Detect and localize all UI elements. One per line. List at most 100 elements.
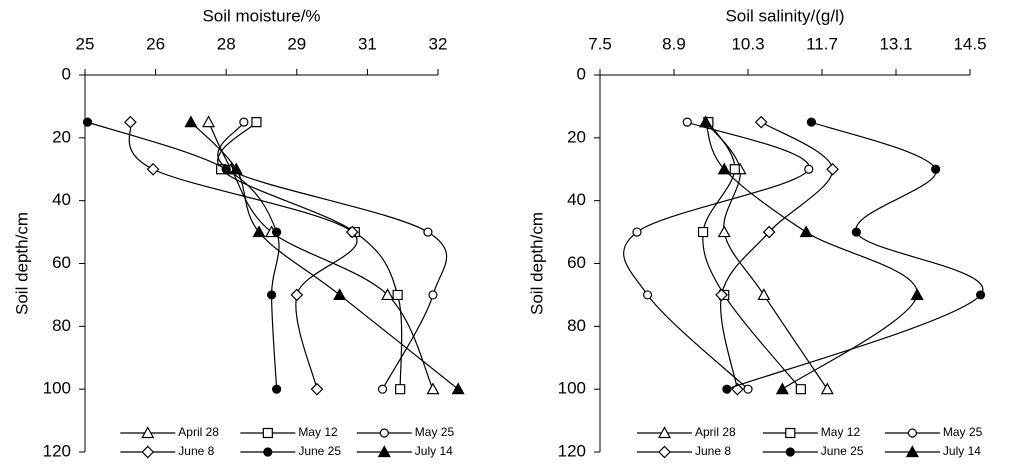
legend-marker — [377, 445, 391, 458]
legend-label: April 28 — [178, 425, 219, 439]
data-point — [345, 225, 359, 239]
y-axis-title: Soil depth/cm — [12, 212, 31, 315]
legend-marker — [262, 427, 273, 439]
data-point — [799, 225, 813, 238]
y-tick-label: 100 — [558, 379, 586, 398]
y-tick-label: 0 — [577, 64, 586, 83]
y-tick-label: 20 — [52, 127, 71, 146]
y-tick-label: 60 — [567, 253, 586, 272]
legend-label: June 25 — [821, 444, 864, 458]
panel: Soil salinity/(g/l) Soil depth/cm 7.5 8.9 10… — [527, 6, 986, 460]
x-tick-label: 25 — [76, 34, 95, 53]
legend-marker — [905, 445, 919, 458]
x-tick-label: 14.5 — [953, 34, 986, 53]
legend-label: May 12 — [298, 425, 338, 439]
data-point — [754, 115, 768, 129]
data-point — [729, 164, 740, 175]
data-point — [229, 162, 243, 175]
data-point — [699, 115, 713, 128]
legend-label: July 14 — [943, 444, 981, 458]
data-point — [451, 382, 465, 395]
y-tick-label: 120 — [43, 441, 71, 460]
x-tick-label: 31 — [358, 34, 377, 53]
series-line — [128, 121, 358, 390]
data-point — [184, 115, 198, 128]
data-point — [124, 115, 137, 129]
x-tick-label: 10.3 — [731, 34, 764, 53]
data-point — [642, 290, 653, 300]
data-point — [82, 117, 93, 127]
data-point — [743, 384, 753, 394]
series-line — [208, 121, 434, 390]
data-point — [266, 290, 277, 300]
legend-marker — [658, 445, 671, 459]
data-point — [272, 227, 282, 237]
data-point — [381, 288, 395, 301]
data-point — [632, 227, 642, 237]
y-tick-label: 40 — [52, 190, 71, 209]
data-point — [697, 226, 709, 238]
data-point — [392, 289, 403, 301]
y-tick-label: 80 — [52, 316, 71, 335]
data-point — [717, 162, 731, 175]
data-point — [820, 382, 834, 395]
legend-marker — [263, 447, 273, 457]
legend-marker — [379, 428, 389, 438]
legend-label: July 14 — [415, 444, 453, 458]
x-tick-label: 8.9 — [662, 34, 686, 53]
data-point — [722, 384, 732, 394]
data-point — [146, 162, 160, 176]
data-point — [717, 225, 731, 238]
panel: Soil moisture/% Soil depth/cm 25 26 28 29 31 32… — [12, 6, 465, 460]
series-line — [726, 121, 984, 390]
data-point — [910, 288, 924, 301]
legend-marker — [141, 426, 155, 439]
data-point — [272, 384, 282, 394]
y-tick-label: 100 — [43, 379, 71, 398]
legend-label: June 25 — [298, 444, 341, 458]
data-point — [762, 225, 776, 239]
data-point — [290, 288, 304, 302]
data-point — [428, 290, 438, 300]
legend-label: June 8 — [178, 444, 214, 458]
data-point — [682, 117, 692, 127]
legend-label: June 8 — [695, 444, 731, 458]
legend-marker — [907, 428, 918, 438]
y-axis-title: Soil depth/cm — [527, 212, 546, 315]
data-point — [826, 162, 839, 176]
data-point — [333, 288, 347, 301]
x-tick-label: 7.5 — [588, 34, 612, 53]
data-point — [221, 164, 231, 174]
data-point — [931, 164, 941, 174]
data-point — [423, 227, 433, 237]
data-point — [806, 117, 817, 127]
series-line — [87, 121, 280, 390]
legend-marker — [141, 445, 155, 459]
legend-marker — [657, 426, 672, 439]
y-tick-label: 120 — [558, 441, 586, 460]
y-tick-label: 80 — [567, 316, 586, 335]
y-tick-label: 40 — [567, 190, 586, 209]
y-tick-label: 20 — [567, 127, 586, 146]
data-point — [757, 288, 771, 301]
data-point — [975, 290, 986, 300]
series-line — [217, 121, 448, 390]
data-point — [426, 382, 440, 395]
data-point — [377, 384, 388, 394]
data-point — [251, 117, 262, 128]
data-point — [715, 288, 728, 302]
x-tick-label: 11.7 — [806, 34, 838, 53]
data-point — [775, 382, 789, 395]
legend-marker — [785, 427, 796, 439]
x-tick-label: 32 — [429, 34, 448, 53]
legend-label: May 25 — [943, 425, 983, 439]
y-tick-label: 0 — [62, 64, 71, 83]
series-line — [623, 121, 810, 390]
data-point — [252, 225, 266, 238]
x-axis-title: Soil moisture/% — [202, 6, 320, 25]
legend-label: May 12 — [821, 425, 861, 439]
data-point — [804, 164, 814, 174]
data-point — [310, 382, 324, 396]
x-tick-label: 28 — [217, 34, 236, 53]
